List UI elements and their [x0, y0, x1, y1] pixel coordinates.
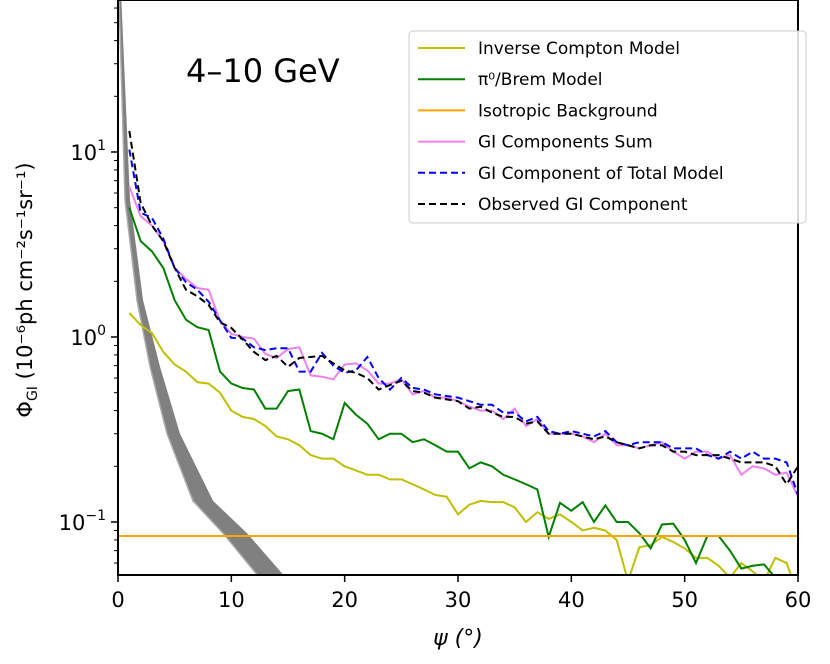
x-tick-label: 60 — [785, 588, 812, 612]
y-tick-label: 100 — [70, 323, 106, 350]
y-axis-label: ΦGI (10⁻⁶ph cm⁻²s⁻¹sr⁻¹) — [13, 162, 41, 417]
x-tick-label: 40 — [558, 588, 585, 612]
legend-label: Observed GI Component — [478, 195, 688, 215]
x-tick-label: 0 — [111, 588, 124, 612]
x-axis-label: ψ (°) — [433, 626, 483, 651]
y-label-units: (10⁻⁶ph cm⁻²s⁻¹sr⁻¹) — [13, 162, 37, 379]
x-tick-label: 20 — [331, 588, 358, 612]
legend-label: Inverse Compton Model — [478, 39, 680, 59]
svg-text:ΦGI (10⁻⁶ph cm⁻²s⁻¹sr⁻¹): ΦGI (10⁻⁶ph cm⁻²s⁻¹sr⁻¹) — [13, 162, 41, 417]
y-label-symbol: Φ — [13, 401, 37, 418]
y-tick-label: 10−1 — [59, 508, 106, 535]
emission-band-edge — [118, 0, 258, 575]
chart-title: 4–10 GeV — [186, 52, 340, 90]
series-lines — [118, 130, 798, 575]
legend-label: Isotropic Background — [478, 101, 658, 121]
series--brem-model — [128, 207, 775, 575]
axes: 0 10 20 30 40 50 60 10−1 100 101 — [59, 0, 812, 612]
y-label-subscript: GI — [25, 386, 41, 401]
legend-label: GI Components Sum — [478, 133, 653, 153]
legend-label: GI Component of Total Model — [478, 164, 724, 184]
x-tick-label: 50 — [671, 588, 698, 612]
x-tick-label: 10 — [218, 588, 245, 612]
series-observed-gi-component — [128, 130, 798, 487]
series-inverse-compton-model — [128, 312, 792, 575]
legend: Inverse Compton Model π⁰/Brem Model Isotro… — [408, 30, 807, 224]
y-tick-label: 101 — [70, 138, 106, 165]
emission-band — [118, 0, 284, 575]
legend-label: π⁰/Brem Model — [478, 70, 603, 90]
legend-box — [408, 30, 807, 224]
x-tick-label: 30 — [445, 588, 472, 612]
